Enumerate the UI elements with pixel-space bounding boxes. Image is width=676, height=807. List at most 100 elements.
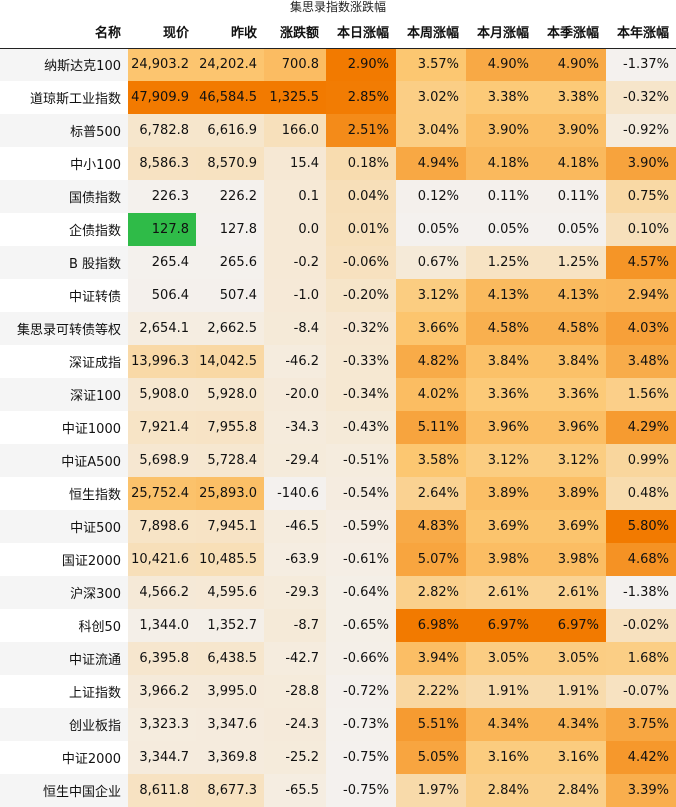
cell-prev: 5,728.4 — [196, 444, 264, 477]
table-row: 沪深300 4,566.2 4,595.6 -29.3 -0.64% 2.82% 2.61%… — [0, 576, 676, 609]
cell-price: 8,586.3 — [128, 147, 196, 180]
cell-quarter: 3.84% — [536, 345, 606, 378]
column-header[interactable]: 本月涨幅 — [466, 15, 536, 49]
cell-year: -0.32% — [606, 81, 676, 114]
cell-price: 47,909.9 — [128, 81, 196, 114]
cell-day: 2.51% — [326, 114, 396, 147]
row-name: 上证指数 — [0, 675, 128, 708]
cell-year: 4.57% — [606, 246, 676, 279]
table-row: 中证A500 5,698.9 5,728.4 -29.4 -0.51% 3.58% 3.12… — [0, 444, 676, 477]
table-row: 中证流通 6,395.8 6,438.5 -42.7 -0.66% 3.94% 3.05% 3… — [0, 642, 676, 675]
cell-year: 1.56% — [606, 378, 676, 411]
cell-month: 3.98% — [466, 543, 536, 576]
cell-prev: 7,955.8 — [196, 411, 264, 444]
row-name: 企债指数 — [0, 213, 128, 246]
cell-chg: -46.5 — [264, 510, 326, 543]
column-header[interactable]: 名称 — [0, 15, 128, 49]
cell-prev: 6,616.9 — [196, 114, 264, 147]
cell-week: 3.12% — [396, 279, 466, 312]
cell-day: -0.43% — [326, 411, 396, 444]
row-name: 中证1000 — [0, 411, 128, 444]
column-header[interactable]: 本季涨幅 — [536, 15, 606, 49]
cell-year: 0.10% — [606, 213, 676, 246]
cell-day: -0.64% — [326, 576, 396, 609]
cell-price: 265.4 — [128, 246, 196, 279]
cell-day: -0.34% — [326, 378, 396, 411]
cell-quarter: 4.90% — [536, 48, 606, 81]
index-table: 名称 现价 昨收 涨跌额 本日涨幅 本周涨幅 本月涨幅 本季涨幅 本年涨幅 纳斯… — [0, 15, 676, 807]
cell-price: 13,996.3 — [128, 345, 196, 378]
cell-month: 1.25% — [466, 246, 536, 279]
row-name: 恒生指数 — [0, 477, 128, 510]
cell-chg: -24.3 — [264, 708, 326, 741]
cell-day: -0.65% — [326, 609, 396, 642]
cell-chg: -29.3 — [264, 576, 326, 609]
cell-month: 4.34% — [466, 708, 536, 741]
cell-day: -0.75% — [326, 774, 396, 807]
cell-year: 4.03% — [606, 312, 676, 345]
cell-prev: 8,677.3 — [196, 774, 264, 807]
cell-day: -0.32% — [326, 312, 396, 345]
cell-price: 7,921.4 — [128, 411, 196, 444]
cell-quarter: 1.91% — [536, 675, 606, 708]
cell-day: 2.85% — [326, 81, 396, 114]
cell-quarter: 3.16% — [536, 741, 606, 774]
cell-chg: 15.4 — [264, 147, 326, 180]
cell-price: 5,698.9 — [128, 444, 196, 477]
cell-chg: -34.3 — [264, 411, 326, 444]
cell-month: 2.61% — [466, 576, 536, 609]
column-header[interactable]: 涨跌额 — [264, 15, 326, 49]
cell-week: 3.94% — [396, 642, 466, 675]
cell-chg: -28.8 — [264, 675, 326, 708]
row-name: 中证A500 — [0, 444, 128, 477]
cell-chg: 166.0 — [264, 114, 326, 147]
row-name: 集思录可转债等权 — [0, 312, 128, 345]
cell-day: -0.61% — [326, 543, 396, 576]
column-header[interactable]: 本年涨幅 — [606, 15, 676, 49]
cell-month: 4.90% — [466, 48, 536, 81]
cell-quarter: 4.34% — [536, 708, 606, 741]
cell-week: 5.11% — [396, 411, 466, 444]
row-name: 深证成指 — [0, 345, 128, 378]
cell-year: -0.02% — [606, 609, 676, 642]
row-name: 中证500 — [0, 510, 128, 543]
table-row: 集思录可转债等权 2,654.1 2,662.5 -8.4 -0.32% 3.66% 4.5… — [0, 312, 676, 345]
row-name: 中证转债 — [0, 279, 128, 312]
cell-month: 0.11% — [466, 180, 536, 213]
table-row: 恒生指数 25,752.4 25,893.0 -140.6 -0.54% 2.64% 3.8… — [0, 477, 676, 510]
cell-year: 3.39% — [606, 774, 676, 807]
table-row: 国证2000 10,421.6 10,485.5 -63.9 -0.61% 5.07% 3.… — [0, 543, 676, 576]
column-header[interactable]: 本周涨幅 — [396, 15, 466, 49]
column-header[interactable]: 昨收 — [196, 15, 264, 49]
table-title: 集思录指数涨跌幅 — [289, 0, 386, 14]
cell-month: 3.89% — [466, 477, 536, 510]
cell-month: 3.05% — [466, 642, 536, 675]
cell-year: 2.94% — [606, 279, 676, 312]
cell-quarter: 3.89% — [536, 477, 606, 510]
table-row: B 股指数 265.4 265.6 -0.2 -0.06% 0.67% 1.25% 1.25%… — [0, 246, 676, 279]
cell-month: 4.18% — [466, 147, 536, 180]
table-body: 纳斯达克100 24,903.2 24,202.4 700.8 2.90% 3.57% 4.… — [0, 48, 676, 807]
header-row: 名称 现价 昨收 涨跌额 本日涨幅 本周涨幅 本月涨幅 本季涨幅 本年涨幅 — [0, 15, 676, 49]
cell-day: 0.18% — [326, 147, 396, 180]
cell-year: 0.75% — [606, 180, 676, 213]
column-header[interactable]: 本日涨幅 — [326, 15, 396, 49]
cell-month: 1.91% — [466, 675, 536, 708]
row-name: 道琼斯工业指数 — [0, 81, 128, 114]
cell-price: 506.4 — [128, 279, 196, 312]
cell-chg: 0.0 — [264, 213, 326, 246]
cell-year: 4.68% — [606, 543, 676, 576]
cell-day: -0.51% — [326, 444, 396, 477]
cell-prev: 5,928.0 — [196, 378, 264, 411]
cell-week: 4.02% — [396, 378, 466, 411]
cell-prev: 7,945.1 — [196, 510, 264, 543]
column-header[interactable]: 现价 — [128, 15, 196, 49]
cell-month: 3.16% — [466, 741, 536, 774]
cell-quarter: 1.25% — [536, 246, 606, 279]
cell-chg: -25.2 — [264, 741, 326, 774]
row-name: 标普500 — [0, 114, 128, 147]
row-name: 深证100 — [0, 378, 128, 411]
row-name: 国债指数 — [0, 180, 128, 213]
cell-week: 2.22% — [396, 675, 466, 708]
cell-month: 3.96% — [466, 411, 536, 444]
